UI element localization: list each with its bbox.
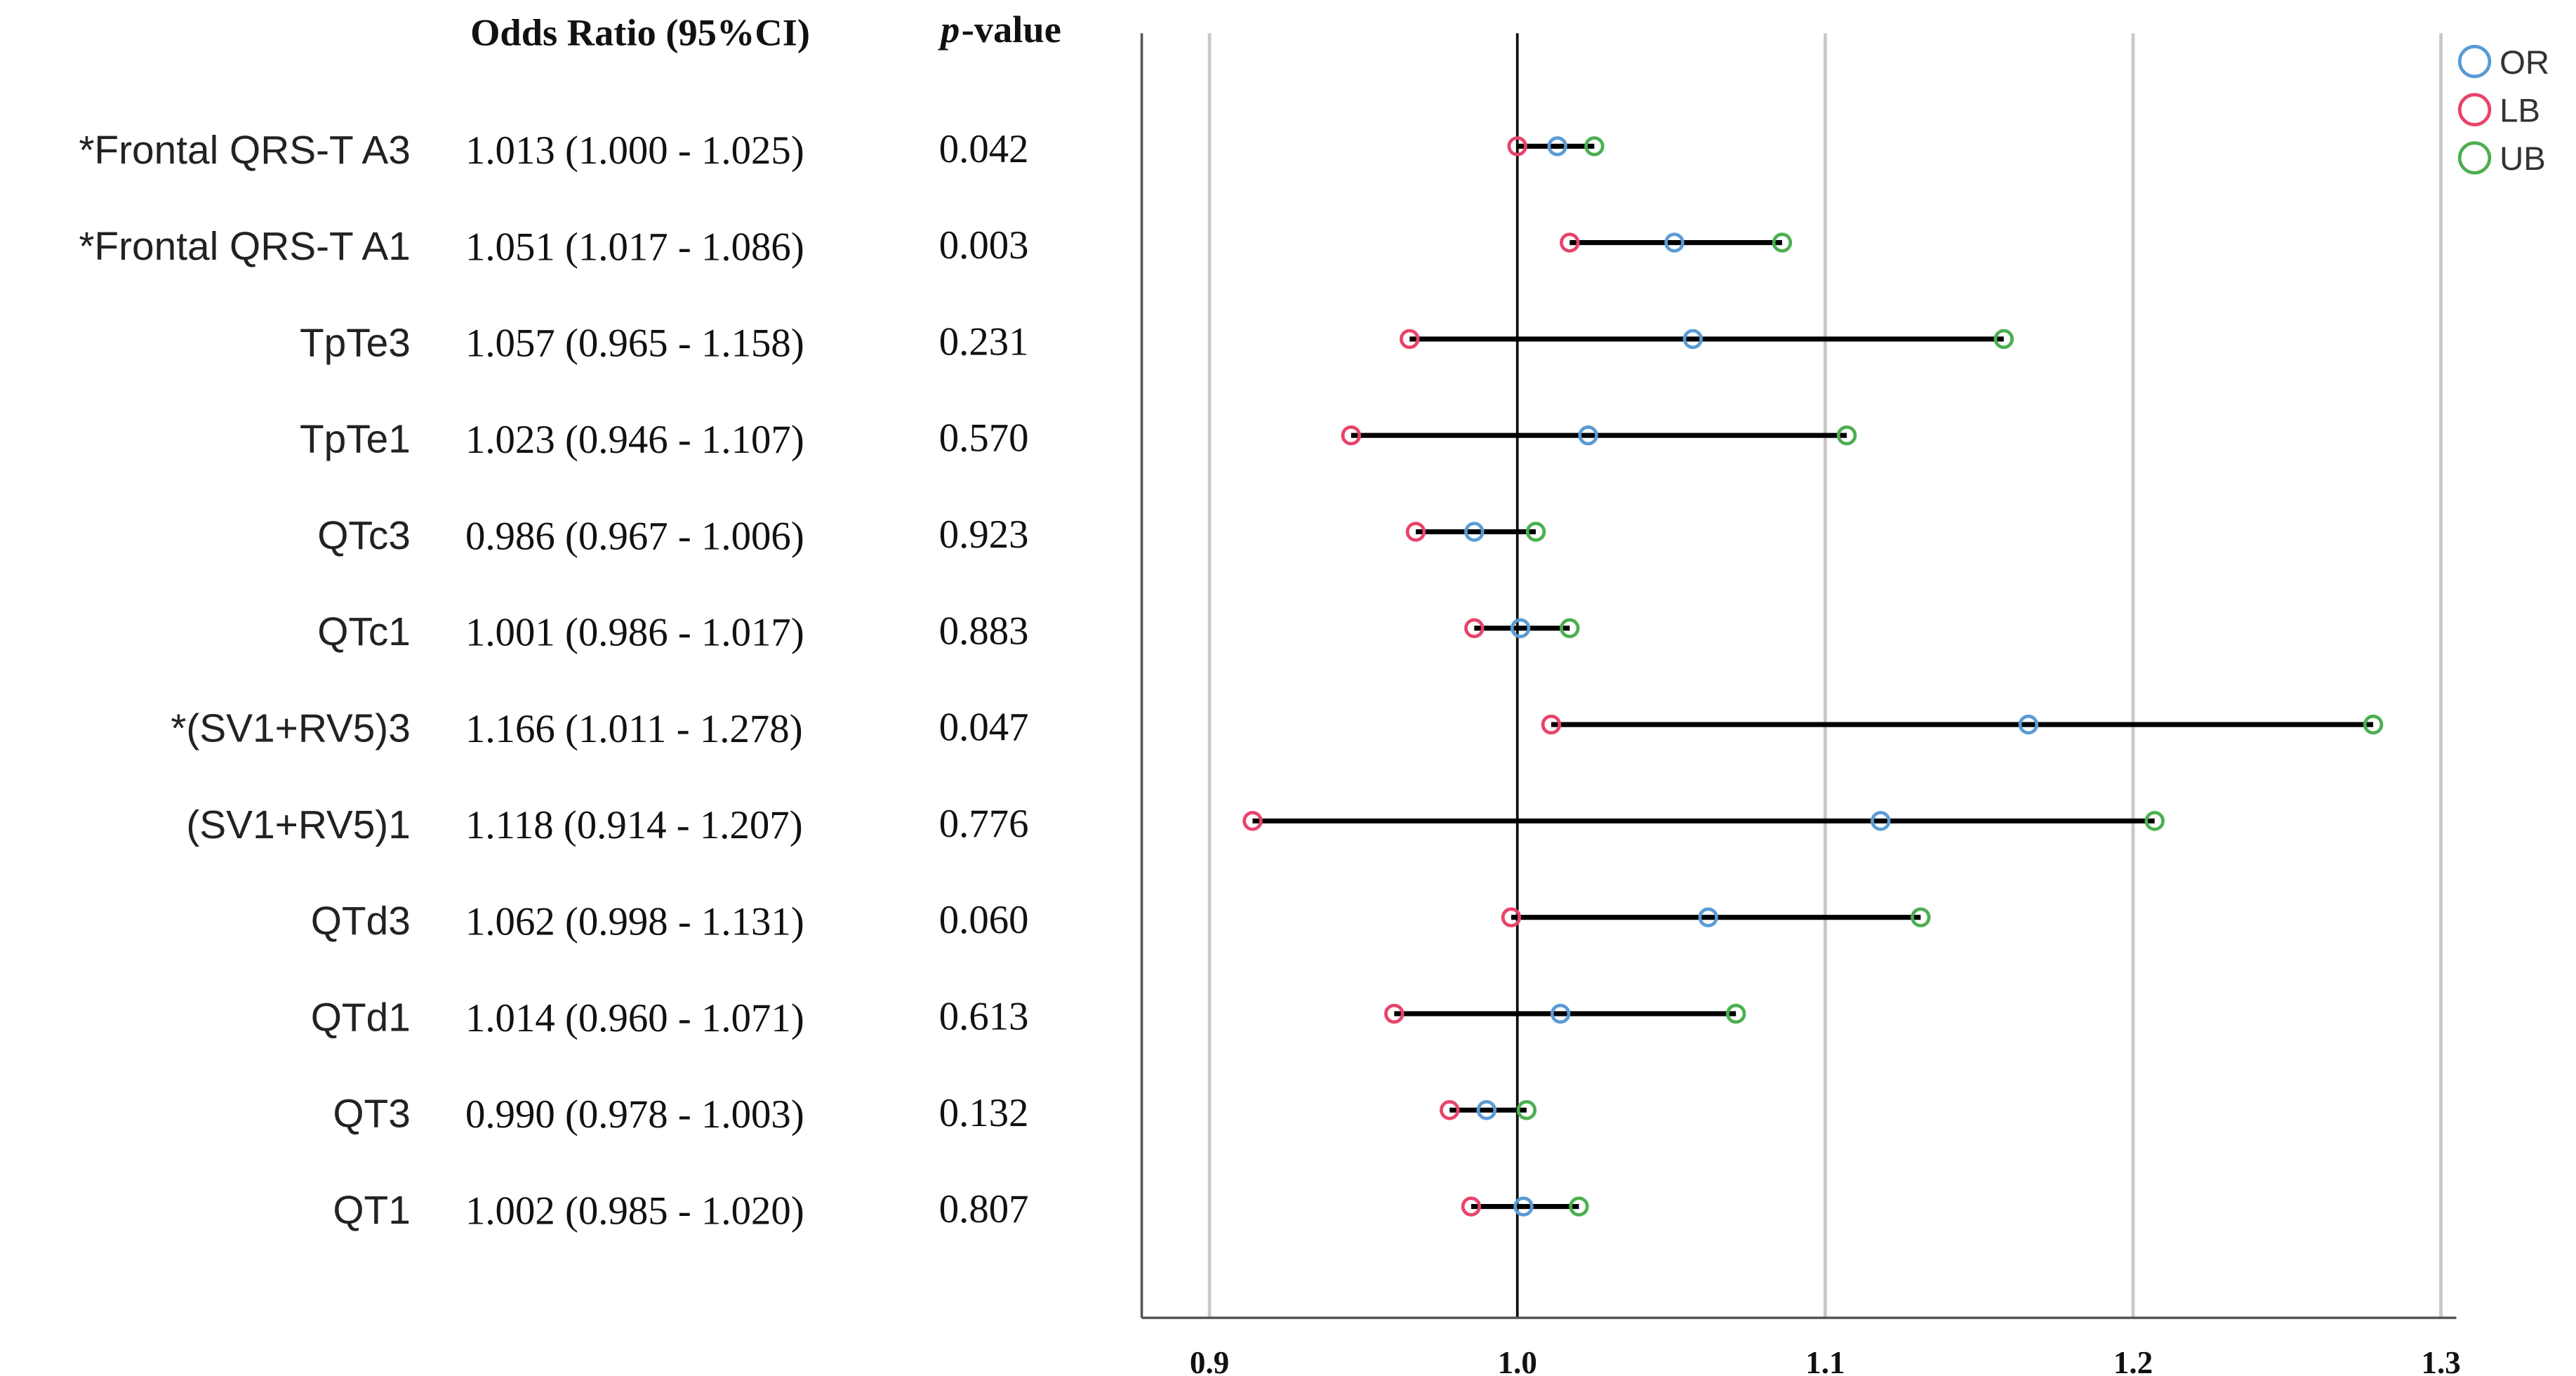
p-value: 0.613 — [939, 994, 1029, 1038]
point-ub — [1993, 329, 2014, 350]
point-or — [1871, 811, 1891, 831]
point-ub — [1725, 1003, 1746, 1024]
point-lb — [1507, 136, 1527, 157]
point-lb — [1501, 907, 1522, 927]
point-ub — [1772, 232, 1793, 253]
point-ub — [1560, 618, 1580, 638]
p-header-italic: p — [938, 8, 960, 51]
p-value: 0.132 — [939, 1091, 1029, 1135]
point-or — [1547, 136, 1567, 157]
legend-marker — [2457, 44, 2492, 79]
p-value: 0.570 — [939, 416, 1029, 461]
legend-marker — [2457, 141, 2492, 175]
point-or — [1578, 425, 1598, 446]
point-or — [2018, 714, 2039, 735]
p-value: 0.923 — [939, 512, 1029, 557]
p-value: 0.231 — [939, 319, 1029, 364]
row-label: QT1 — [333, 1189, 410, 1233]
point-lb — [1560, 232, 1580, 253]
x-tick-label: 1.3 — [2421, 1345, 2460, 1376]
x-tick-label: 0.9 — [1190, 1345, 1229, 1376]
row-label: QTc3 — [317, 514, 411, 558]
point-or — [1664, 232, 1685, 253]
row-label: QTc1 — [317, 610, 411, 654]
point-lb — [1400, 329, 1420, 350]
ci-label: 1.014 (0.960 - 1.071) — [465, 996, 804, 1040]
ci-label: 1.057 (0.965 - 1.158) — [465, 322, 804, 366]
point-or — [1682, 329, 1703, 350]
x-tick-label: 1.0 — [1498, 1345, 1537, 1376]
ci-label: 1.051 (1.017 - 1.086) — [465, 225, 804, 269]
point-lb — [1440, 1100, 1460, 1120]
row-label: *Frontal QRS-T A1 — [79, 225, 410, 269]
point-lb — [1541, 714, 1562, 735]
ci-label: 0.990 (0.978 - 1.003) — [465, 1092, 804, 1137]
ci-label: 1.013 (1.000 - 1.025) — [465, 128, 804, 173]
ci-label: 1.002 (0.985 - 1.020) — [465, 1189, 804, 1233]
point-lb — [1384, 1003, 1405, 1024]
p-value: 0.042 — [939, 127, 1029, 171]
ci-header: Odds Ratio (95%CI) — [470, 11, 810, 54]
p-value: 0.807 — [939, 1187, 1029, 1231]
point-ub — [1584, 136, 1605, 157]
row-label: QTd1 — [311, 995, 411, 1040]
p-header: -value — [962, 8, 1061, 51]
row-label: *Frontal QRS-T A3 — [79, 128, 410, 173]
point-ub — [1836, 425, 1857, 446]
x-tick-label: 1.1 — [1805, 1345, 1845, 1376]
legend-label: UB — [2499, 140, 2546, 178]
point-lb — [1242, 811, 1263, 831]
point-or — [1550, 1003, 1571, 1024]
p-value: 0.060 — [939, 898, 1029, 942]
point-or — [1464, 522, 1485, 542]
point-ub — [1569, 1196, 1589, 1217]
ci-label: 1.166 (1.011 - 1.278) — [465, 707, 803, 751]
row-label: QTd3 — [311, 899, 411, 944]
ci-label: 1.118 (0.914 - 1.207) — [465, 803, 803, 847]
legend-marker — [2457, 93, 2492, 126]
p-value: 0.003 — [939, 223, 1029, 267]
row-label: QT3 — [333, 1092, 410, 1137]
point-lb — [1341, 425, 1362, 446]
point-or — [1698, 907, 1718, 927]
point-or — [1510, 618, 1531, 638]
point-or — [1513, 1196, 1534, 1217]
row-label: TpTe1 — [300, 418, 411, 462]
legend-label: OR — [2499, 44, 2549, 81]
x-tick-label: 1.2 — [2113, 1345, 2153, 1376]
ci-label: 1.001 (0.986 - 1.017) — [465, 611, 804, 655]
point-lb — [1464, 618, 1485, 638]
point-ub — [2363, 714, 2384, 735]
row-label: TpTe3 — [300, 321, 411, 365]
p-value: 0.883 — [939, 609, 1029, 653]
point-lb — [1405, 522, 1426, 542]
ci-label: 1.062 (0.998 - 1.131) — [465, 900, 804, 944]
legend-label: LB — [2499, 92, 2540, 129]
ci-label: 0.986 (0.967 - 1.006) — [465, 514, 804, 558]
row-label: (SV1+RV5)1 — [186, 803, 410, 847]
ci-label: 1.023 (0.946 - 1.107) — [465, 418, 804, 462]
p-value: 0.776 — [939, 802, 1029, 846]
point-ub — [1525, 522, 1546, 542]
point-ub — [1911, 907, 1931, 927]
point-ub — [2144, 811, 2165, 831]
point-ub — [1516, 1100, 1537, 1120]
p-value: 0.047 — [939, 706, 1029, 750]
point-lb — [1461, 1196, 1482, 1217]
point-or — [1476, 1100, 1497, 1120]
row-label: *(SV1+RV5)3 — [171, 707, 411, 751]
